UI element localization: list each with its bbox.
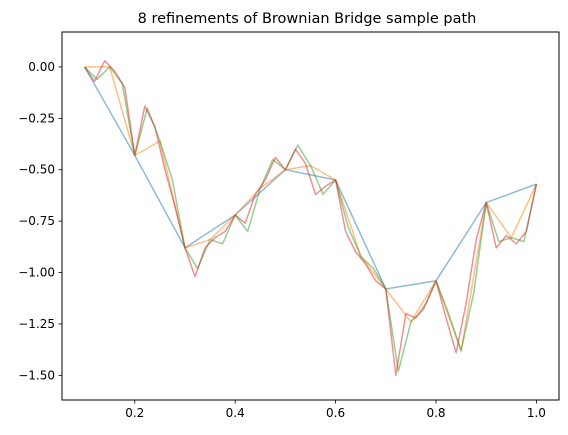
y-tick-label: −1.50 — [18, 368, 55, 382]
x-axis: 0.2 0.4 0.6 0.8 1.0 — [125, 400, 546, 420]
y-tick-label: −0.75 — [18, 214, 55, 228]
plot-lines — [83, 60, 538, 377]
x-tick-label: 0.8 — [426, 406, 445, 420]
y-tick-label: −1.00 — [18, 266, 55, 280]
y-tick-label: 0.00 — [28, 60, 55, 74]
x-tick-label: 1.0 — [527, 406, 546, 420]
y-axis: 0.00 −0.25 −0.50 −0.75 −1.00 −1.25 −1.50 — [18, 60, 62, 382]
plot-frame — [61, 31, 560, 401]
y-tick-label: −1.25 — [18, 317, 55, 331]
y-tick-label: −0.25 — [18, 111, 55, 125]
chart-title: 8 refinements of Brownian Bridge sample … — [138, 11, 477, 27]
series-line-4 — [83, 60, 538, 377]
series-line-1 — [83, 66, 537, 290]
x-tick-label: 0.6 — [326, 406, 345, 420]
x-tick-label: 0.2 — [125, 406, 144, 420]
x-tick-label: 0.4 — [226, 406, 245, 420]
y-tick-label: −0.50 — [18, 163, 55, 177]
series-line-3 — [84, 66, 538, 372]
